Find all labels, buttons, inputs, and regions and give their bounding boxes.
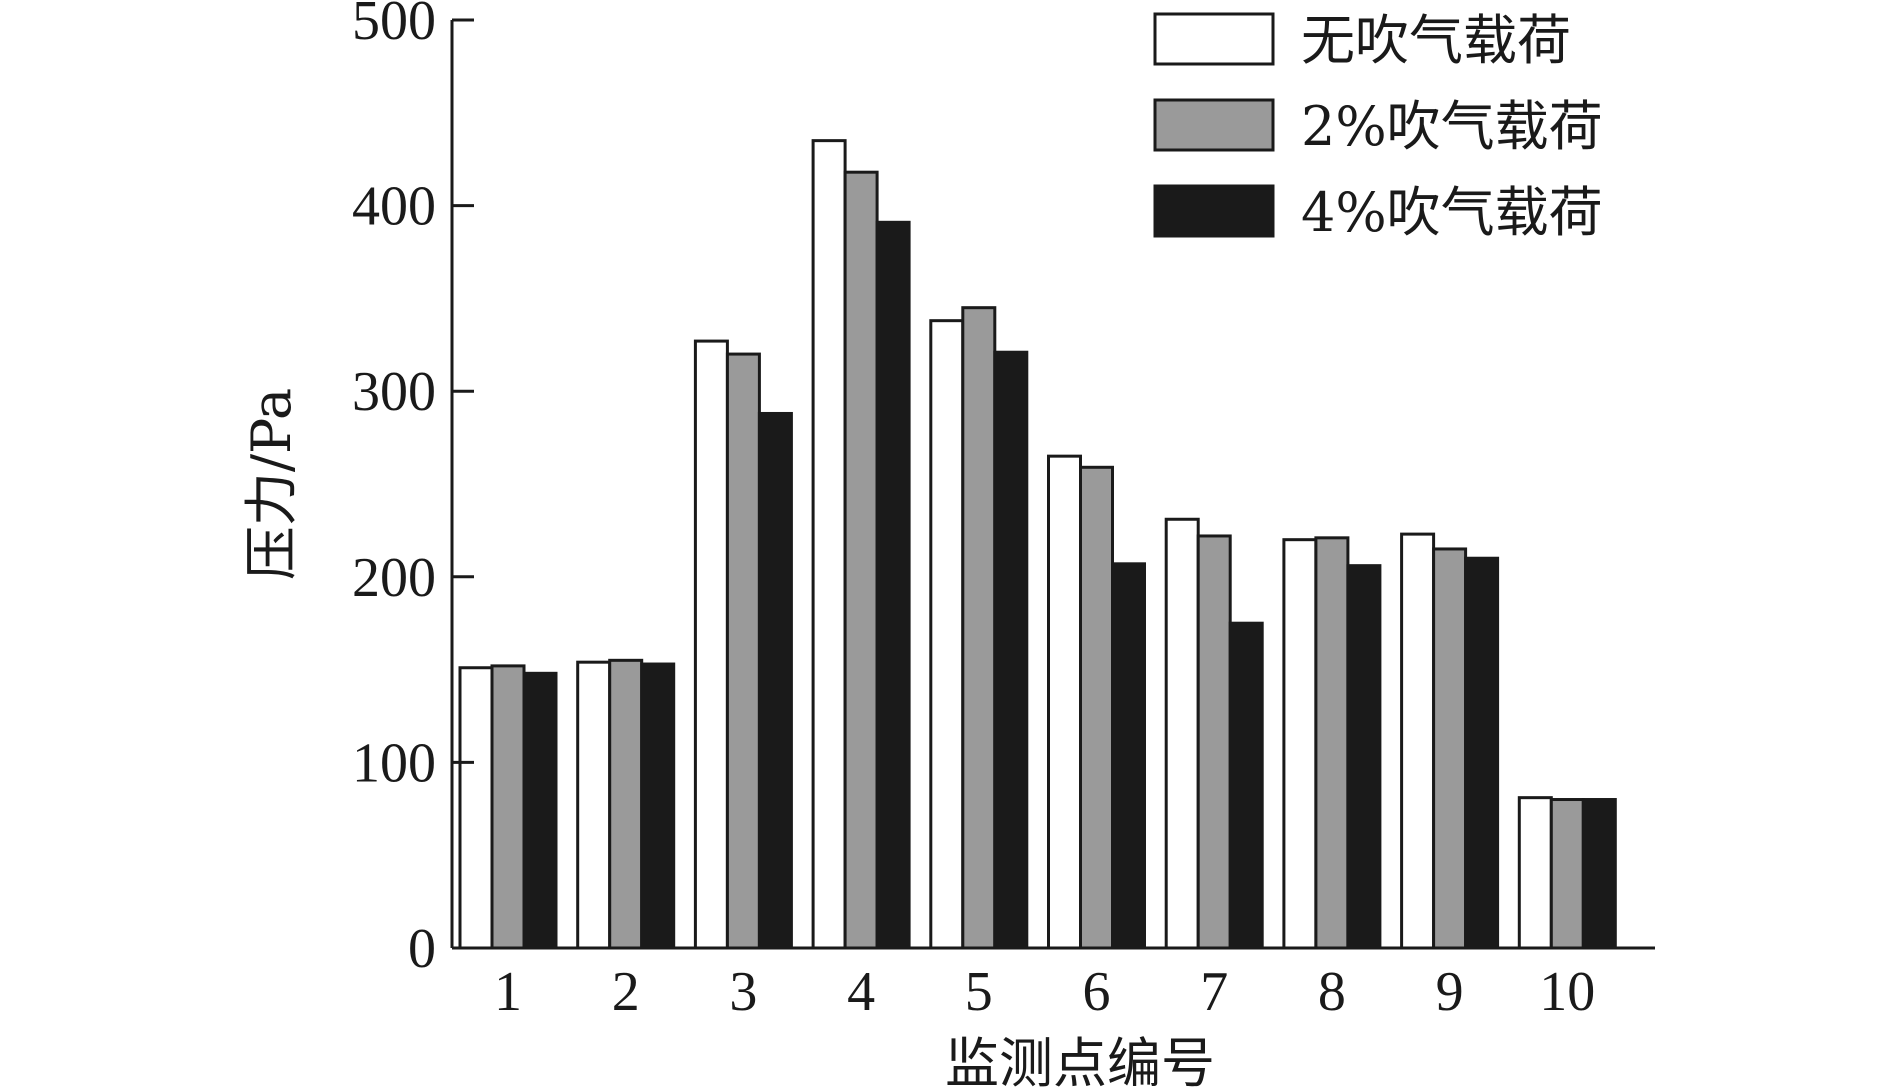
- y-axis-title: 压力/Pa: [240, 388, 303, 580]
- axes-layer: [450, 20, 1655, 950]
- bar-series-2-point-4: [843, 170, 879, 950]
- x-tick-label: 8: [1318, 961, 1346, 1023]
- x-tick-label: 7: [1200, 961, 1228, 1023]
- bar-series-2-point-9: [1432, 547, 1468, 950]
- legend-label-series-1: 无吹气载荷: [1301, 9, 1571, 72]
- bar-series-1-point-6: [1047, 454, 1082, 950]
- bar-series-1-point-2: [576, 660, 612, 950]
- bar-series-3-point-8: [1346, 564, 1382, 950]
- y-tick-label: 100: [352, 732, 436, 794]
- y-tick-label: 200: [352, 547, 436, 609]
- bar-series-3-point-2: [640, 662, 676, 950]
- bar-series-2-point-2: [608, 658, 644, 950]
- bars-layer: [458, 139, 1617, 950]
- x-tick-label: 4: [847, 961, 875, 1023]
- x-tick-label: 9: [1436, 961, 1464, 1023]
- bar-series-3-point-6: [1111, 562, 1146, 950]
- bar-series-3-point-5: [993, 350, 1029, 950]
- x-axis-title: 监测点编号: [945, 1032, 1215, 1092]
- bar-series-2-point-10: [1549, 798, 1585, 950]
- bar-series-1-point-7: [1164, 517, 1200, 950]
- x-ticks: 1 2 3 4 5 6 7 8 9 10: [494, 961, 1595, 1023]
- y-tick-label: 500: [352, 0, 436, 52]
- y-ticks: 0 100 200 300 400 500: [352, 0, 474, 980]
- legend-label-series-2: 2%吹气载荷: [1301, 95, 1603, 158]
- legend-swatch-series-3: [1153, 184, 1275, 238]
- y-tick-label: 0: [408, 918, 436, 980]
- bar-series-2-point-5: [961, 306, 997, 950]
- x-tick-label: 10: [1539, 961, 1595, 1023]
- bar-series-2-point-7: [1196, 534, 1232, 950]
- bar-series-3-point-7: [1228, 621, 1264, 950]
- bar-series-3-point-9: [1464, 556, 1500, 950]
- bar-series-2-point-8: [1314, 536, 1350, 950]
- bar-series-3-point-1: [522, 671, 558, 950]
- x-tick-label: 5: [965, 961, 993, 1023]
- bar-series-1-point-10: [1517, 796, 1553, 950]
- legend-swatch-series-1: [1153, 12, 1275, 66]
- x-tick-label: 2: [612, 961, 640, 1023]
- bar-series-2-point-3: [725, 352, 761, 950]
- bar-series-1-point-5: [929, 319, 965, 950]
- y-tick-label: 300: [352, 361, 436, 423]
- y-tick-label: 400: [352, 176, 436, 238]
- x-tick-label: 6: [1083, 961, 1111, 1023]
- x-tick-label: 1: [494, 961, 522, 1023]
- legend-label-series-3: 4%吹气载荷: [1301, 181, 1603, 244]
- bar-series-1-point-3: [693, 339, 729, 950]
- bar-series-1-point-1: [458, 666, 494, 950]
- x-tick-label: 3: [729, 961, 757, 1023]
- legend: 无吹气载荷 2%吹气载荷 4%吹气载荷: [1153, 9, 1603, 244]
- bar-series-3-point-10: [1581, 798, 1617, 950]
- bar-series-3-point-4: [875, 220, 911, 950]
- bar-series-1-point-4: [811, 139, 847, 950]
- bar-series-1-point-8: [1282, 538, 1318, 950]
- bar-series-2-point-1: [490, 664, 526, 950]
- legend-swatch-series-2: [1153, 98, 1275, 152]
- bar-series-3-point-3: [757, 411, 793, 950]
- bar-series-1-point-9: [1400, 532, 1436, 950]
- bar-series-2-point-6: [1079, 465, 1114, 950]
